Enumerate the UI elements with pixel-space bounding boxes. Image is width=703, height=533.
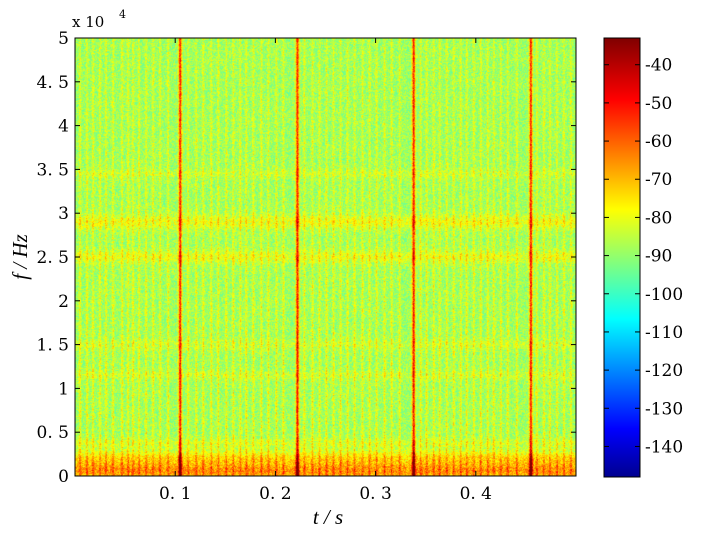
colorbar-tick-label: -40	[645, 56, 672, 76]
colorbar-gradient	[604, 38, 640, 477]
y-axis-label: f / Hz	[8, 234, 32, 280]
colorbar-tick-label: -100	[645, 285, 683, 305]
y-tick-label: 5	[58, 29, 69, 49]
spectrogram-heatmap	[75, 38, 576, 476]
colorbar-frame	[603, 37, 641, 478]
colorbar-tick-label: -130	[645, 399, 683, 419]
x-tick-label: 0. 1	[159, 484, 191, 504]
colorbar-ticks: -40 -50 -60 -70 -80 -90 -100 -110 -120 -130 -140	[604, 56, 683, 457]
y-axis: 0 0. 5 1 1. 5 2 2. 5 3 3. 5 4 4. 5 5	[37, 29, 576, 487]
y-tick-label: 0	[58, 467, 69, 487]
y-exponent-power: 4	[119, 8, 126, 21]
y-tick-label: 1. 5	[37, 336, 69, 356]
colorbar-tick-label: -70	[645, 170, 672, 190]
y-tick-label: 0. 5	[37, 423, 69, 443]
plot-area	[74, 37, 577, 477]
x-tick-label: 0. 4	[460, 484, 492, 504]
colorbar-tick-label: -140	[645, 437, 683, 457]
y-tick-label: 3	[58, 204, 69, 224]
x-tick-label: 0. 2	[259, 484, 291, 504]
x-axis-label: t / s	[313, 505, 343, 529]
y-tick-label: 4	[58, 117, 69, 137]
y-tick-label: 3. 5	[37, 160, 69, 180]
y-tick-label: 4. 5	[37, 73, 69, 93]
y-tick-label: 2	[58, 292, 69, 312]
spectrogram-image-wrapper	[75, 38, 576, 476]
x-tick-label: 0. 3	[359, 484, 391, 504]
y-tick-label: 2. 5	[37, 248, 69, 268]
colorbar-tick-label: -50	[645, 94, 672, 114]
colorbar-tick-label: -60	[645, 132, 672, 152]
colorbar-tick-label: -90	[645, 247, 672, 267]
colorbar-tick-label: -80	[645, 208, 672, 228]
x-axis: 0. 1 0. 2 0. 3 0. 4	[159, 38, 492, 504]
colorbar-tick-label: -110	[645, 323, 683, 343]
y-exponent-label: x 10	[72, 13, 104, 31]
colorbar-tick-label: -120	[645, 361, 683, 381]
y-tick-label: 1	[58, 379, 69, 399]
colorbar: -40 -50 -60 -70 -80 -90 -100 -110 -120 -130 -140	[603, 37, 683, 478]
